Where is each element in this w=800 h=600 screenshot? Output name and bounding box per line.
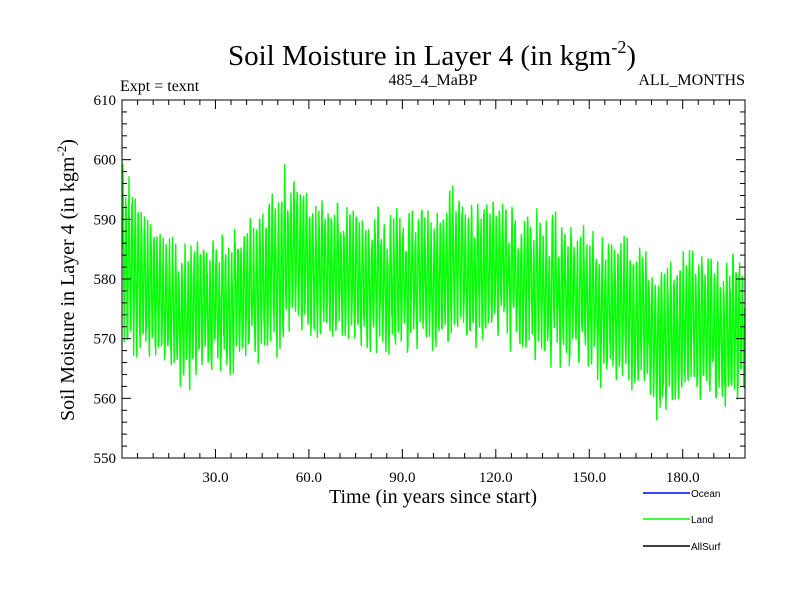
period-label: 485_4_MaBP <box>389 72 478 89</box>
experiment-label: Expt = texnt <box>120 78 200 95</box>
y-tick-label: 550 <box>94 451 117 467</box>
months-label: ALL_MONTHS <box>638 72 745 89</box>
x-tick-label: 60.0 <box>296 470 322 486</box>
x-tick-label: 30.0 <box>202 470 228 486</box>
y-tick-label: 570 <box>94 332 117 348</box>
axes: 30.0 60.0 90.0 120.0 150.0 180.0 550 560 570 580 5… <box>94 93 746 486</box>
legend-label-allsurf: AllSurf <box>691 542 721 553</box>
y-tick-label: 590 <box>94 212 117 228</box>
legend-label-ocean: Ocean <box>691 489 720 500</box>
plot-area <box>122 163 745 421</box>
y-tick-label: 560 <box>94 391 117 407</box>
y-tick-label: 610 <box>94 93 117 109</box>
y-tick-label: 580 <box>94 272 117 288</box>
y-axis-label: Soil Moisture in Layer 4 (in kgm-2) <box>54 139 79 421</box>
x-tick-label: 150.0 <box>572 470 606 486</box>
x-tick-label: 180.0 <box>666 470 700 486</box>
legend-label-land: Land <box>691 515 713 526</box>
series-line-land <box>122 163 745 421</box>
x-tick-label: 120.0 <box>479 470 513 486</box>
x-axis-label: Time (in years since start) <box>329 486 537 508</box>
legend: Ocean Land AllSurf <box>643 489 721 553</box>
x-tick-label: 90.0 <box>389 470 415 486</box>
chart-title: Soil Moisture in Layer 4 (in kgm-2) <box>228 37 636 72</box>
y-tick-label: 600 <box>94 153 117 169</box>
